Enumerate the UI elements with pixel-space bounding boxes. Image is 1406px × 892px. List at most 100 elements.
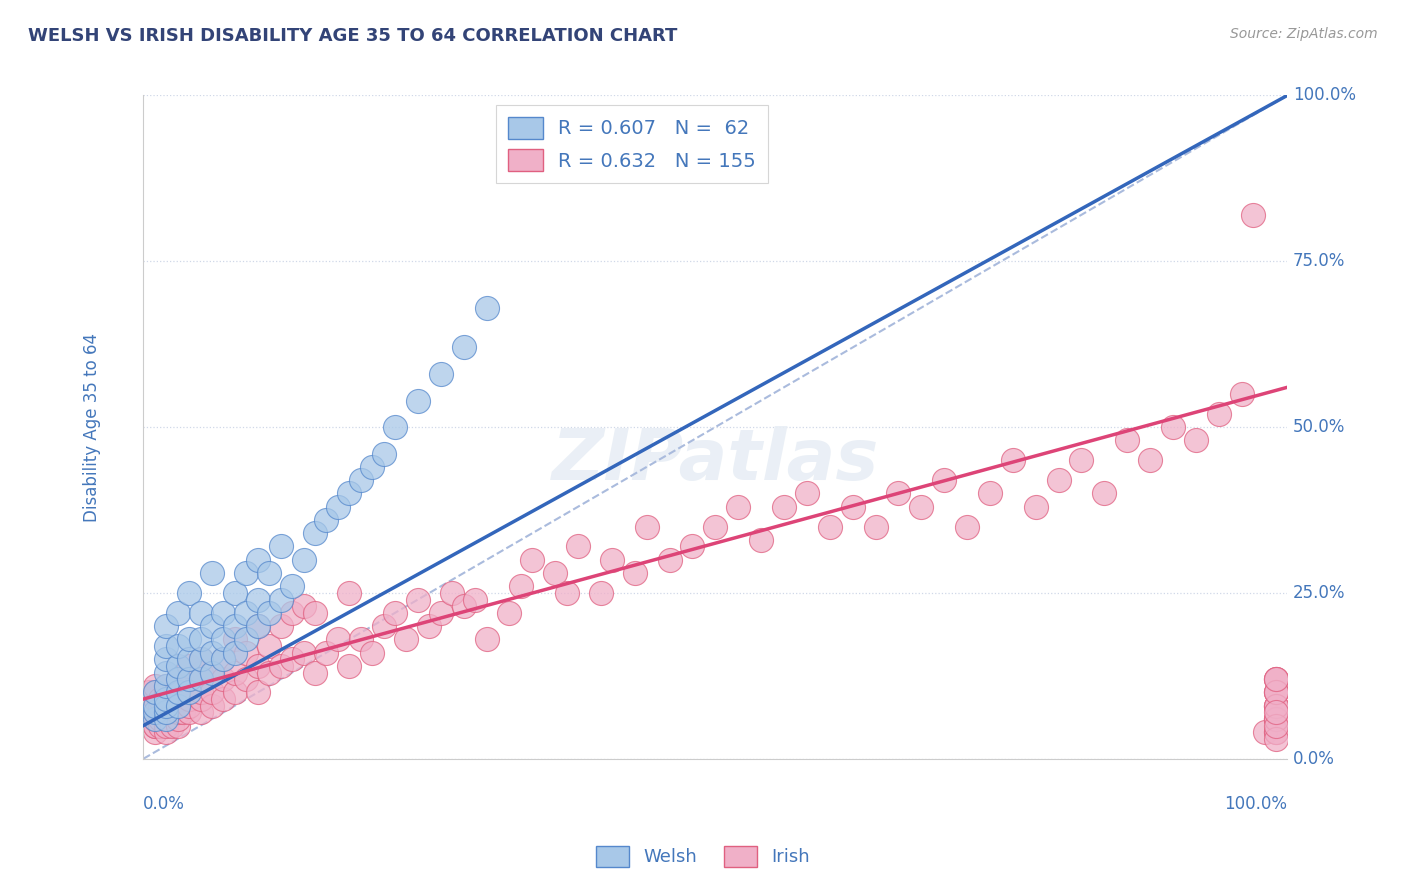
Point [796,486,818,500]
Point [589,586,612,600]
Text: 100.0%: 100.0% [1294,87,1357,104]
Point [149,692,172,706]
Point [246,553,269,567]
Point [212,652,235,666]
Point [138,685,160,699]
Text: 100.0%: 100.0% [1225,796,1288,814]
Point [149,718,172,732]
Point [1265,712,1288,726]
Text: 50.0%: 50.0% [1294,418,1346,436]
Point [624,566,647,580]
Point [509,579,531,593]
Point [522,553,544,567]
Point [1265,685,1288,699]
Point [201,665,224,680]
Point [177,698,200,713]
Point [270,540,292,554]
Point [177,652,200,666]
Point [190,706,212,720]
Point [201,619,224,633]
Point [177,685,200,699]
Point [464,592,486,607]
Point [373,447,395,461]
Point [143,679,166,693]
Point [304,665,326,680]
Text: 75.0%: 75.0% [1294,252,1346,270]
Point [143,706,166,720]
Point [166,698,188,713]
Text: Disability Age 35 to 64: Disability Age 35 to 64 [83,333,101,522]
Point [257,665,280,680]
Point [155,698,177,713]
Point [1265,698,1288,713]
Point [138,706,160,720]
Point [257,639,280,653]
Point [201,665,224,680]
Point [749,533,772,547]
Point [246,659,269,673]
Point [1185,434,1208,448]
Point [155,619,177,633]
Point [143,706,166,720]
Point [406,393,429,408]
Point [292,553,315,567]
Point [1265,698,1288,713]
Point [155,692,177,706]
Point [281,652,304,666]
Point [602,553,624,567]
Point [155,679,177,693]
Point [1001,453,1024,467]
Point [1208,407,1230,421]
Point [910,500,932,514]
Point [143,712,166,726]
Point [212,632,235,647]
Point [177,692,200,706]
Point [1116,434,1139,448]
Point [155,706,177,720]
Point [143,725,166,739]
Point [149,706,172,720]
Point [190,672,212,686]
Point [453,341,475,355]
Point [1265,685,1288,699]
Point [155,639,177,653]
Point [270,659,292,673]
Point [155,652,177,666]
Point [1265,725,1288,739]
Point [1161,420,1184,434]
Point [190,632,212,647]
Point [235,606,257,620]
Point [201,646,224,660]
Point [190,652,212,666]
Point [160,692,183,706]
Point [166,659,188,673]
Point [418,619,440,633]
Point [235,566,257,580]
Point [1265,712,1288,726]
Text: 0.0%: 0.0% [1294,750,1336,768]
Point [257,566,280,580]
Point [160,718,183,732]
Point [773,500,796,514]
Point [337,586,360,600]
Point [155,665,177,680]
Point [143,718,166,732]
Point [475,632,498,647]
Point [155,706,177,720]
Point [361,459,384,474]
Point [1025,500,1047,514]
Point [475,301,498,315]
Point [177,672,200,686]
Point [201,685,224,699]
Point [1265,718,1288,732]
Point [1265,672,1288,686]
Point [1265,706,1288,720]
Point [177,685,200,699]
Point [304,526,326,541]
Point [1092,486,1115,500]
Point [177,672,200,686]
Point [1230,387,1253,401]
Point [979,486,1001,500]
Point [190,652,212,666]
Point [177,706,200,720]
